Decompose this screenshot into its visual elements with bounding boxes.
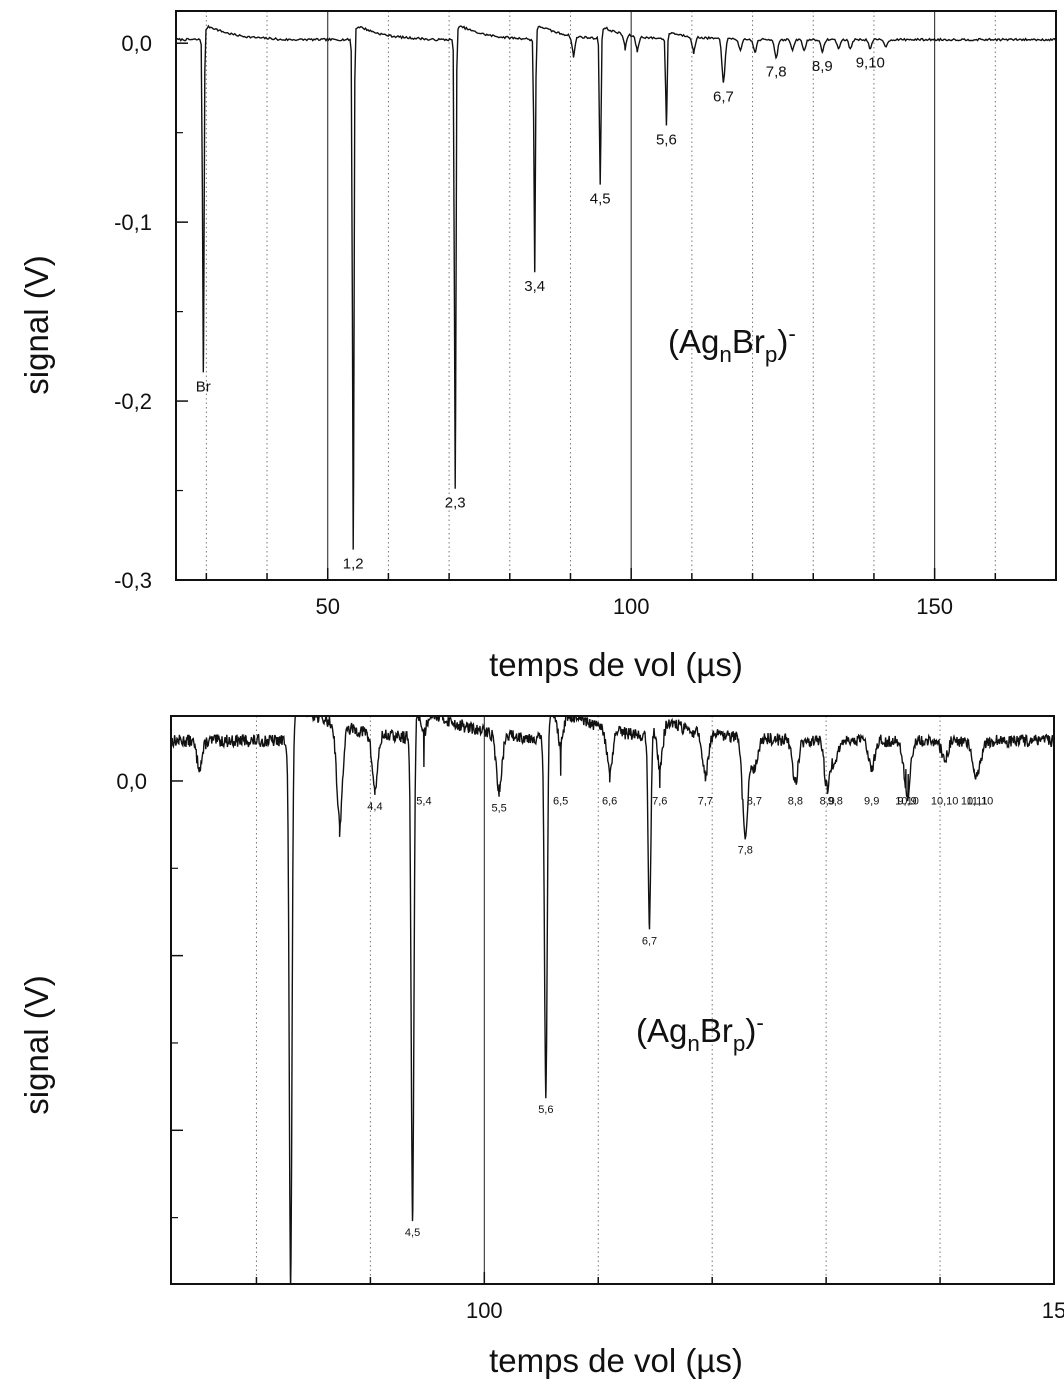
signal-trace [171, 716, 1054, 1284]
peak-label: 7,8 [738, 845, 753, 857]
peak-label: 2,3 [445, 495, 466, 512]
y-axis-title: signal (V) [18, 255, 55, 394]
peak-label: 10,10 [931, 795, 959, 807]
peak-label: 5,6 [656, 132, 677, 149]
y-tick-label: 0,0 [121, 31, 152, 56]
peak-label: 6,7 [713, 89, 734, 106]
peak-label: 6,7 [642, 935, 657, 947]
y-tick-label: -0,2 [114, 389, 152, 414]
peak-label: 4,5 [590, 191, 611, 208]
signal-trace [176, 24, 1056, 550]
peak-label: 4,4 [367, 801, 382, 813]
y-tick-label: -0,1 [114, 210, 152, 235]
formula-part: (Ag [636, 1012, 687, 1049]
peak-label: 8,9 [812, 58, 833, 75]
y-axis-title: signal (V) [18, 975, 55, 1114]
peak-label: 10,11 [961, 795, 988, 807]
x-axis-title: temps de vol (µs) [489, 1342, 743, 1379]
peak-label: 1,2 [343, 556, 364, 573]
peak-label: 5,4 [416, 795, 431, 807]
y-tick-label: -0,3 [114, 568, 152, 593]
peak-label: 8,8 [788, 795, 803, 807]
plot-frame [175, 10, 1057, 581]
peak-label: 6,6 [602, 795, 617, 807]
formula-part: p [733, 1031, 745, 1056]
peak-label: 3,4 [524, 278, 545, 295]
peak-label: Br [196, 378, 211, 395]
chart-panel-1: 50 100 150 0,0 -0,1 -0,2 -0,3 Br 1,2 2,3 3,4 4,5 5,6… [18, 10, 1057, 683]
x-tick-label: 150 [916, 594, 953, 619]
peak-label: 7,8 [766, 64, 787, 81]
peak-label: 9,10 [897, 795, 918, 807]
peak-label: 10,9 [895, 795, 916, 807]
peak-label: 7,7 [698, 795, 713, 807]
peak-label: 9,10 [856, 55, 885, 72]
formula-part: ) [745, 1012, 756, 1049]
peak-label: 7,6 [652, 795, 667, 807]
x-tick-label: 15 [1042, 1298, 1064, 1323]
plot-frame [170, 715, 1055, 1285]
formula-part: Br [732, 323, 765, 360]
formula-part: (Ag [668, 323, 719, 360]
peak-label: 5,5 [491, 803, 506, 815]
peak-label: 9,9 [864, 795, 879, 807]
formula-part: Br [700, 1012, 733, 1049]
formula-part: ) [777, 323, 788, 360]
peak-label: 11,10 [967, 795, 994, 807]
formula-part: n [687, 1031, 699, 1056]
peak-label: 8,7 [747, 795, 762, 807]
formula-label: (AgnBrp)- [636, 1010, 764, 1056]
peak-label: 8,9 [820, 795, 835, 807]
x-axis-title: temps de vol (µs) [489, 646, 743, 683]
x-tick-label: 100 [466, 1298, 503, 1323]
formula-part: - [788, 321, 795, 346]
formula-part: n [719, 342, 731, 367]
peak-label: 9,8 [828, 795, 843, 807]
x-tick-label: 100 [613, 594, 650, 619]
peak-label: 5,6 [538, 1104, 553, 1116]
peak-label: 4,5 [405, 1227, 420, 1239]
x-tick-label: 50 [315, 594, 339, 619]
formula-part: - [756, 1010, 763, 1035]
peak-label: 6,5 [553, 795, 568, 807]
formula-part: p [765, 342, 777, 367]
formula-label: (AgnBrp)- [668, 321, 796, 367]
chart-panel-2: 100 15 0,0 4,4 4,5 5,4 5,5 5,6 6,5 6,6 6,7 7,6 7,7 7,… [18, 715, 1064, 1379]
y-tick-label: 0,0 [116, 769, 147, 794]
